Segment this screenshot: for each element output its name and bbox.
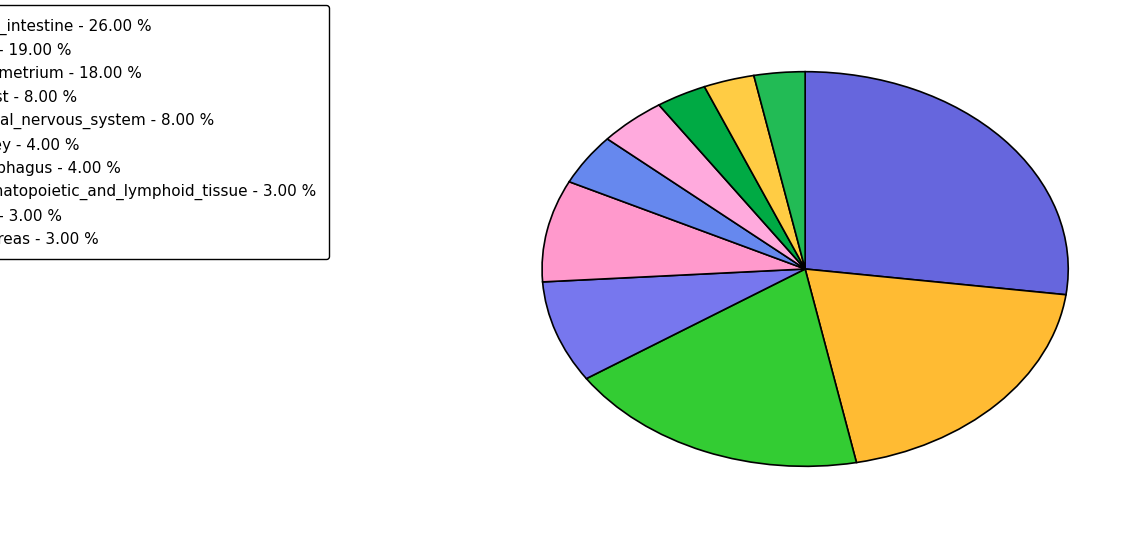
Wedge shape (704, 75, 805, 269)
Wedge shape (608, 105, 805, 269)
Wedge shape (586, 269, 856, 466)
Wedge shape (805, 269, 1066, 463)
Wedge shape (805, 72, 1068, 295)
Wedge shape (569, 139, 805, 269)
Wedge shape (659, 87, 805, 269)
Wedge shape (542, 269, 805, 379)
Wedge shape (542, 182, 805, 282)
Wedge shape (754, 72, 805, 269)
Legend: large_intestine - 26.00 %, lung - 19.00 %, endometrium - 18.00 %, breast - 8.00 : large_intestine - 26.00 %, lung - 19.00 … (0, 5, 329, 259)
